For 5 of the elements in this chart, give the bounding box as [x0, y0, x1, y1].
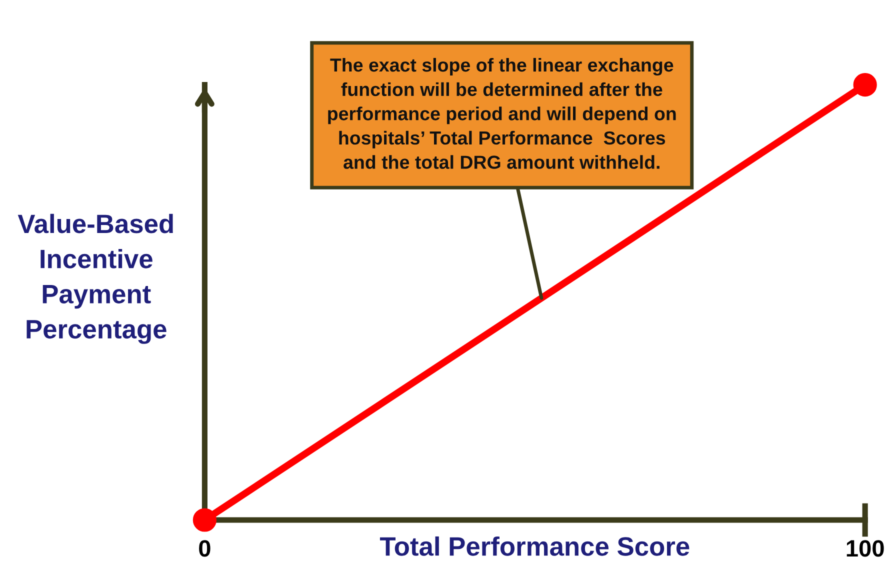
x-tick-label: 0: [199, 540, 210, 557]
annotation: The exact slope of the linear exchange function will be determined after the performance period and will depend on hospitals’ Total Performance Scores and the total DRG amount withheld.: [328, 58, 676, 169]
x-axis-title: Total Performance Score: [380, 536, 690, 556]
y-axis-title: Value-Based Incentive Payment Percentage: [18, 214, 173, 344]
x-tick-label: 100: [846, 540, 884, 557]
